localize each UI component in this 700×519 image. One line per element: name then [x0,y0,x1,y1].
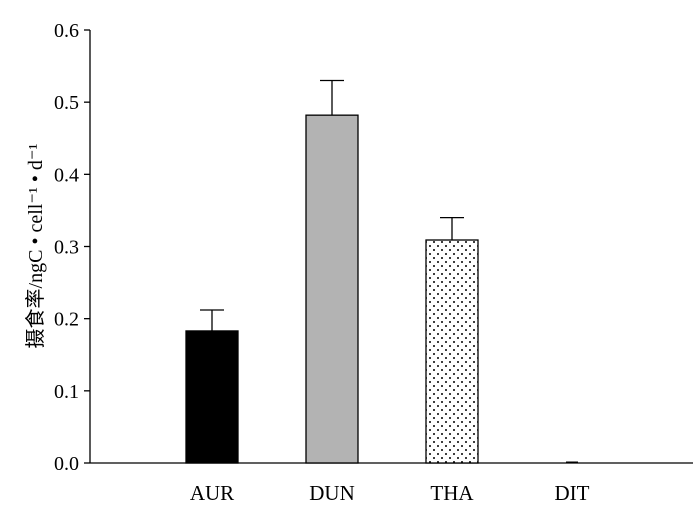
y-ticks: 0.0 0.1 0.2 0.3 0.4 0.5 0.6 [54,20,90,475]
error-bars [200,79,464,331]
y-axis: 0.0 0.1 0.2 0.3 0.4 0.5 0.6 [54,20,91,475]
bars [185,114,578,464]
y-axis-title: 摄食率/ngC • cell⁻¹ • d⁻¹ [24,144,47,349]
y-tick-label: 0.2 [54,309,79,331]
bar-aur [185,330,239,464]
y-tick-label: 0.5 [54,92,79,114]
bar-dun [305,114,359,464]
x-axis: AUR DUN THA DIT [90,462,693,505]
bar-tha [425,239,479,464]
x-tick-labels: AUR DUN THA DIT [190,481,590,505]
y-tick-label: 0.1 [54,381,79,403]
y-tick-label: 0.4 [54,164,79,186]
y-tick-label: 0.0 [54,453,79,475]
y-tick-label: 0.3 [54,237,79,259]
x-tick-label-dun: DUN [309,481,355,505]
x-tick-label-dit: DIT [555,481,590,505]
y-tick-label: 0.6 [54,20,79,42]
x-tick-label-aur: AUR [190,481,234,505]
x-tick-label-tha: THA [430,481,474,505]
